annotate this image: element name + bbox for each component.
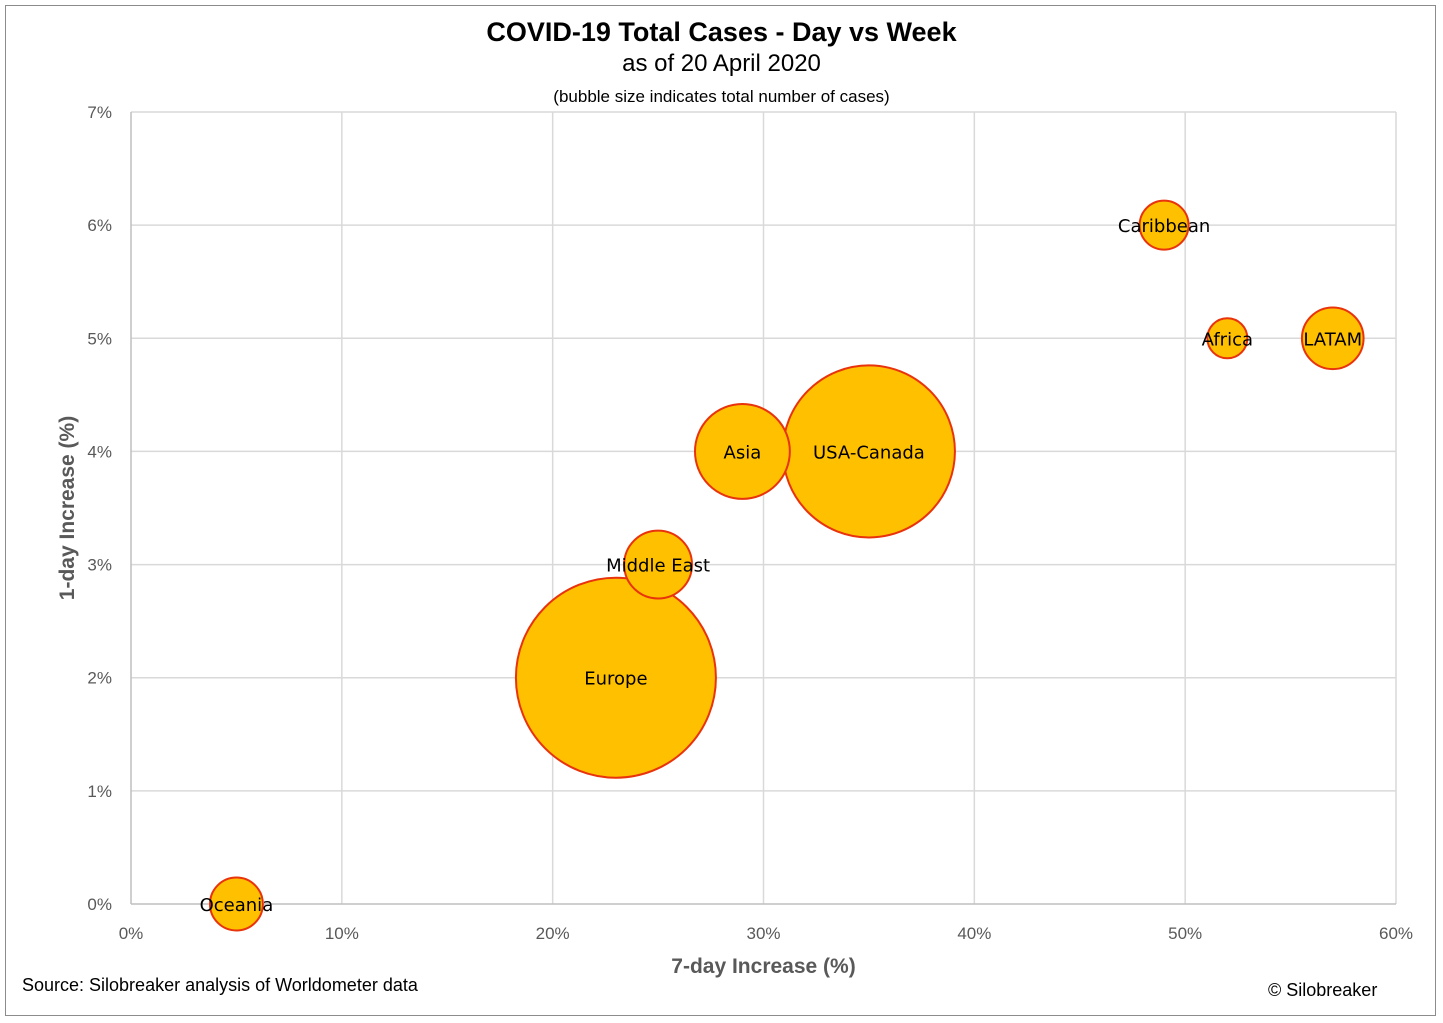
bubble-label: Asia: [724, 442, 762, 463]
chart-title: COVID-19 Total Cases - Day vs Week: [486, 17, 957, 47]
bubble-label: Caribbean: [1118, 216, 1210, 237]
x-tick-label: 40%: [957, 924, 991, 943]
y-tick-label: 4%: [87, 442, 112, 461]
bubble-middle-east: [623, 529, 693, 600]
x-tick-label: 20%: [536, 924, 570, 943]
chart-note: (bubble size indicates total number of c…: [553, 87, 890, 106]
bubble-europe: [514, 576, 717, 779]
x-tick-label: 30%: [746, 924, 780, 943]
y-tick-label: 6%: [87, 216, 112, 235]
y-tick-label: 0%: [87, 895, 112, 914]
chart-subtitle: as of 20 April 2020: [622, 50, 821, 77]
y-tick-label: 2%: [87, 669, 112, 688]
y-axis-title: 1-day Increase (%): [56, 416, 79, 600]
bubble-latam: [1300, 306, 1365, 371]
bubble-caribbean: [1138, 199, 1190, 251]
source-note: Source: Silobreaker analysis of Worldome…: [22, 975, 418, 995]
y-tick-label: 3%: [87, 556, 112, 575]
bubble-label: Europe: [584, 669, 647, 690]
bubble-oceania: [208, 876, 264, 932]
bubble-label: Middle East: [606, 556, 710, 577]
x-tick-label: 0%: [119, 924, 144, 943]
x-axis-title: 7-day Increase (%): [671, 955, 855, 978]
bubble-label: USA-Canada: [813, 442, 925, 463]
bubble-africa: [1206, 317, 1249, 360]
bubble-label: Oceania: [200, 895, 274, 916]
chart-frame: [5, 5, 1436, 1016]
x-tick-label: 50%: [1168, 924, 1202, 943]
x-tick-label: 60%: [1379, 924, 1413, 943]
bubble-asia: [693, 402, 791, 500]
bubble-label: Africa: [1202, 329, 1253, 350]
copyright-note: © Silobreaker: [1268, 980, 1378, 1000]
x-tick-label: 10%: [325, 924, 359, 943]
y-tick-label: 5%: [87, 329, 112, 348]
bubble-label: LATAM: [1303, 329, 1362, 350]
y-tick-label: 1%: [87, 782, 112, 801]
y-tick-label: 7%: [87, 103, 112, 122]
